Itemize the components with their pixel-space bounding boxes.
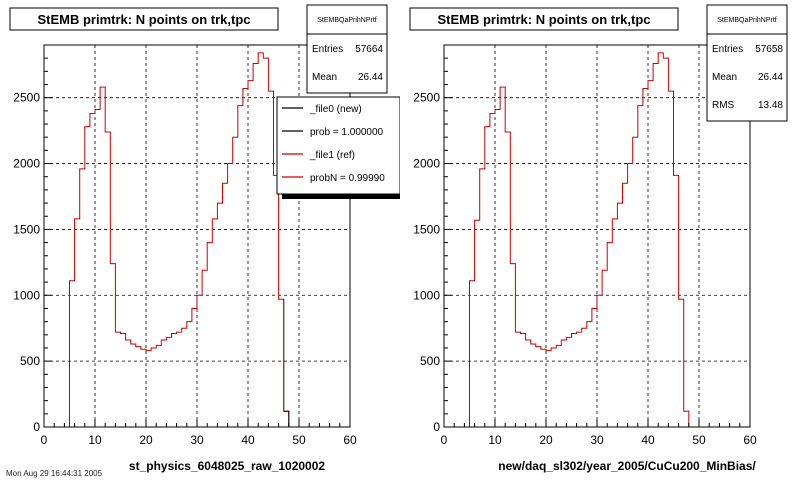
x-tick-label: 20 xyxy=(139,433,153,447)
x-tick-label: 10 xyxy=(88,433,102,447)
stats-label: Entries xyxy=(712,44,743,55)
x-tick-label: 60 xyxy=(343,433,357,447)
x-tick-label: 10 xyxy=(488,433,502,447)
chart-title: StEMB primtrk: N points on trk,tpc xyxy=(437,12,650,27)
stats-name: StEMBQaPrihNPrtf xyxy=(717,17,777,24)
title-box xyxy=(9,7,279,31)
x-tick-label: 20 xyxy=(539,433,553,447)
legend-entry: prob = 1.000000 xyxy=(310,127,384,138)
x-tick-label: 30 xyxy=(190,433,204,447)
y-tick-label: 1500 xyxy=(413,222,440,236)
y-tick-label: 0 xyxy=(433,420,440,434)
x-axis-label: new/daq_sl302/year_2005/CuCu200_MinBias/ xyxy=(498,459,756,473)
stats-label: Mean xyxy=(712,72,737,83)
right-histogram-panel: 0 10 20 30 40 50 60 0 500 1000 1500 2000 2500 new/daq… xyxy=(400,0,800,480)
stats-value: 13.48 xyxy=(758,100,783,111)
stats-label: RMS xyxy=(712,100,735,111)
title-box xyxy=(409,7,679,31)
y-tick-label: 2500 xyxy=(413,91,440,105)
x-tick-label: 50 xyxy=(692,433,706,447)
right-histogram-chart: 0 10 20 30 40 50 60 0 500 1000 1500 2000 2500 new/daq… xyxy=(409,4,788,473)
y-tick-label: 1000 xyxy=(413,288,440,302)
x-tick-label: 0 xyxy=(441,433,448,447)
legend-entry: _file1 (ref) xyxy=(309,150,355,161)
x-tick-label: 0 xyxy=(41,433,48,447)
stats-name: StEMBQaPrihNPrtf xyxy=(317,17,377,24)
y-tick-label: 2500 xyxy=(13,91,40,105)
stats-value: 26.44 xyxy=(758,72,783,83)
stats-value: 57664 xyxy=(355,44,383,55)
histogram-line-ref xyxy=(69,52,290,427)
timestamp-footer: Mon Aug 29 16:44:31 2005 xyxy=(6,469,103,478)
x-axis-label: st_physics_6048025_raw_1020002 xyxy=(129,459,325,473)
legend-entry: probN = 0.99990 xyxy=(310,173,385,184)
legend-entry: _file0 (new) xyxy=(309,104,362,115)
y-tick-label: 500 xyxy=(420,354,440,368)
stats-value: 26.44 xyxy=(358,72,383,83)
x-tick-label: 40 xyxy=(241,433,255,447)
histogram-line-new xyxy=(283,298,290,427)
stats-label: Entries xyxy=(312,44,343,55)
chart-title: StEMB primtrk: N points on trk,tpc xyxy=(37,12,250,27)
stats-box xyxy=(306,4,388,94)
y-tick-label: 500 xyxy=(20,354,40,368)
stats-box xyxy=(706,4,788,122)
legend-box xyxy=(276,96,401,195)
x-tick-label: 30 xyxy=(590,433,604,447)
y-tick-label: 1000 xyxy=(13,288,40,302)
stats-value: 57658 xyxy=(755,44,783,55)
x-tick-label: 50 xyxy=(292,433,306,447)
stats-label: Mean xyxy=(312,72,337,83)
left-histogram-panel: 0 10 20 30 40 50 60 0 500 1000 1500 2000 2500 st_phys… xyxy=(0,0,401,480)
x-tick-label: 40 xyxy=(641,433,655,447)
left-histogram-chart: 0 10 20 30 40 50 60 0 500 1000 1500 2000 2500 st_phys… xyxy=(9,4,401,473)
x-tick-label: 60 xyxy=(743,433,757,447)
y-tick-label: 2000 xyxy=(413,157,440,171)
y-tick-label: 0 xyxy=(33,420,40,434)
y-tick-label: 2000 xyxy=(13,157,40,171)
y-tick-label: 1500 xyxy=(13,222,40,236)
histogram-line-ref xyxy=(469,52,690,427)
